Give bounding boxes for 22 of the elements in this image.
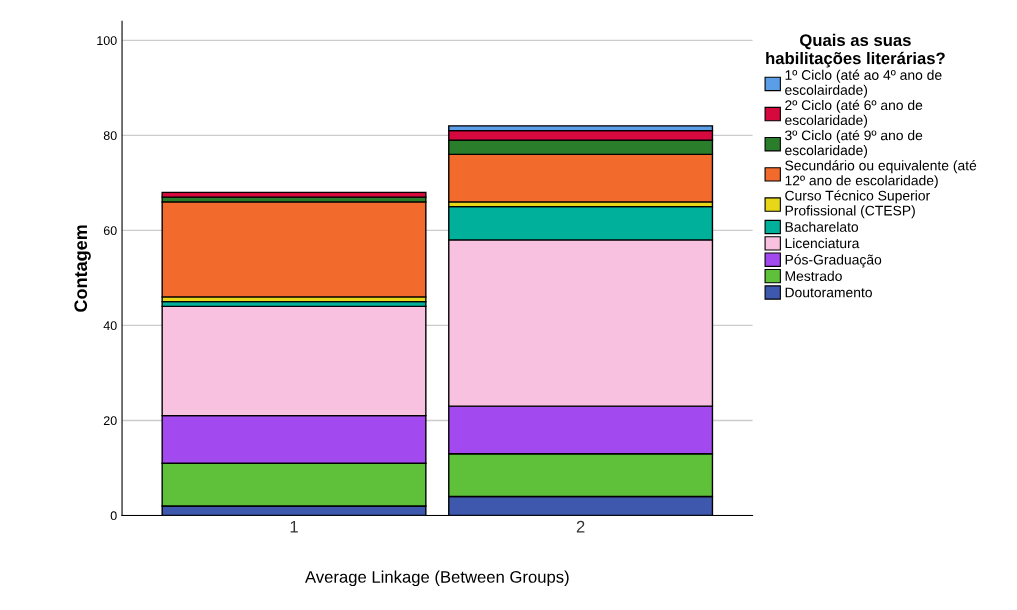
x-tick-label: 2 <box>576 520 585 533</box>
legend-label: Licenciatura <box>785 238 860 249</box>
legend-label: 3º Ciclo (até 9º ano de escolaridade) <box>785 129 923 158</box>
y-tick-label: 100 <box>97 36 117 46</box>
y-tick-label: 0 <box>110 511 117 521</box>
y-tick-label: 80 <box>103 131 117 141</box>
legend-label: Pós-Graduação <box>785 254 882 268</box>
legend-title: Quais as suas habilitações literárias? <box>766 33 945 68</box>
x-tick-label: 1 <box>290 520 298 533</box>
x-axis-title: Average Linkage (Between Groups) <box>305 570 569 587</box>
bar <box>161 201 427 298</box>
legend-label: Curso Técnico Superior Profissional (CTESP) <box>785 190 930 219</box>
legend-label: Bacharelato <box>785 221 859 232</box>
legend-label: Doutoramento <box>785 287 872 298</box>
legend-label: 1º Ciclo (até ao 4º ano de escolairdade) <box>785 69 942 98</box>
y-tick-label: 60 <box>103 226 117 236</box>
legend-label: 2º Ciclo (até 6º ano de escolaridade) <box>785 99 923 128</box>
y-tick-label: 40 <box>103 321 117 331</box>
y-axis-title: Contagem <box>74 225 91 312</box>
legend-label: Mestrado <box>785 270 842 281</box>
legend-label: Secundário ou equivalente (até 12º ano de escolaridade) <box>785 160 977 189</box>
y-tick-label: 20 <box>103 416 117 426</box>
